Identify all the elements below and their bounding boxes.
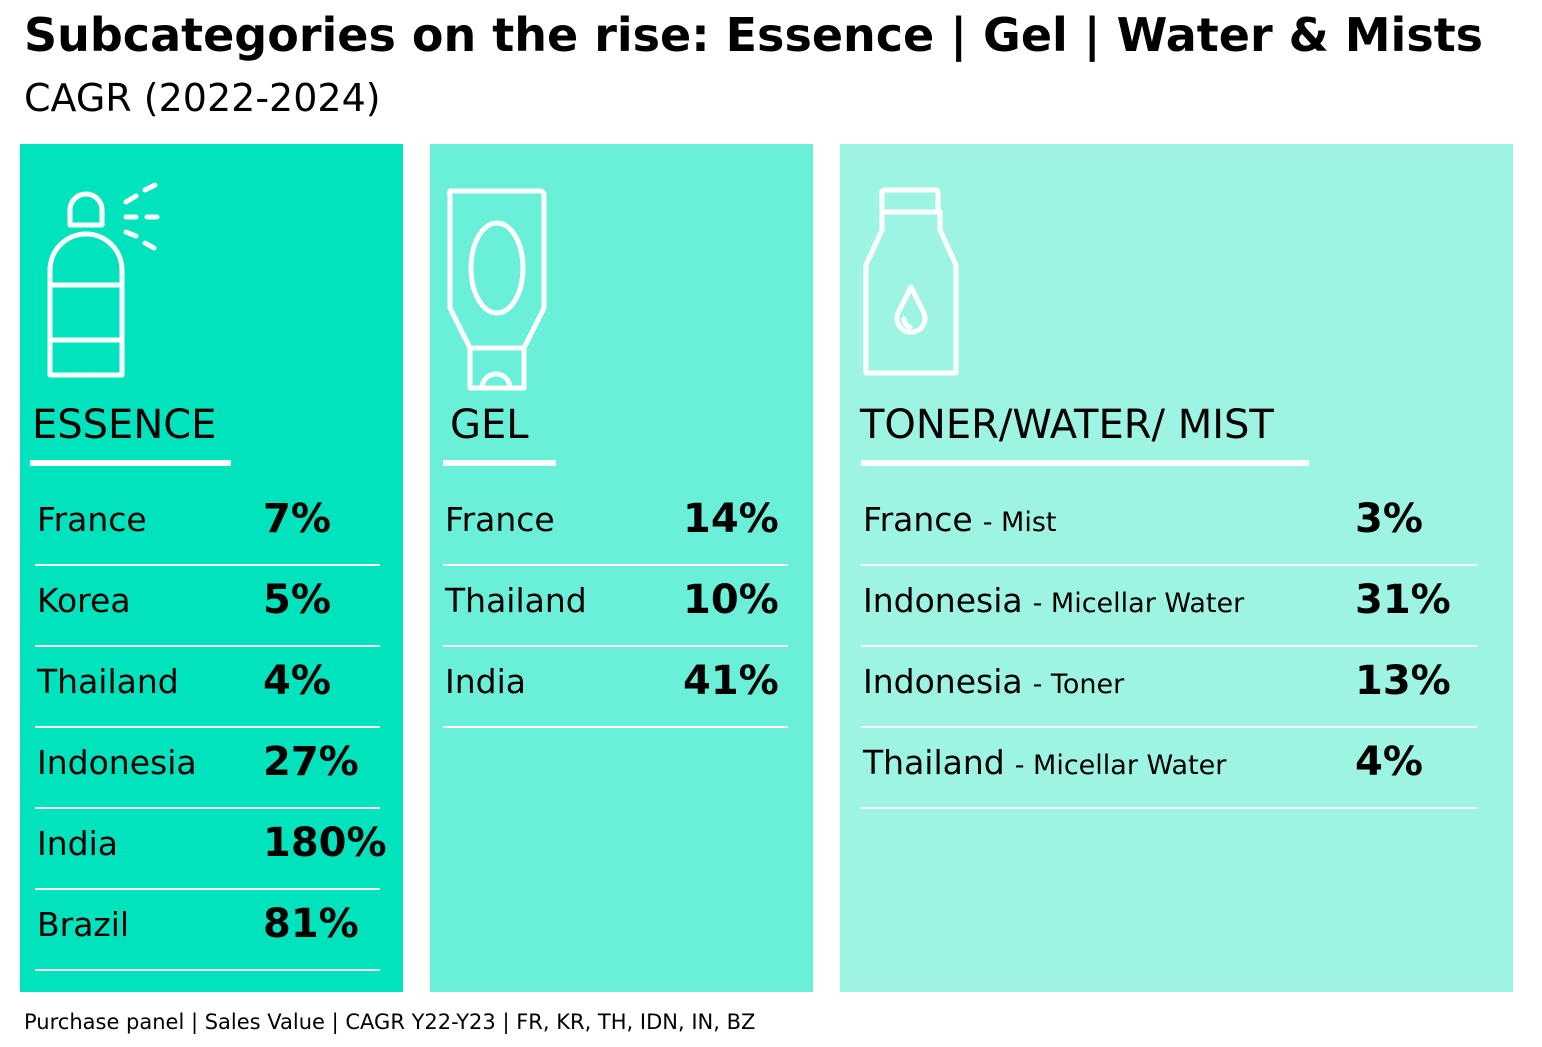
row-label: Brazil	[37, 905, 130, 944]
row-label: India	[37, 824, 118, 863]
row-value: 14%	[683, 496, 779, 542]
panel-heading: ESSENCE	[32, 402, 217, 448]
heading-underline	[30, 460, 231, 466]
panel-heading: TONER/WATER/ MIST	[860, 402, 1274, 448]
title: Subcategories on the rise: Essence | Gel…	[24, 8, 1484, 62]
row-separator	[861, 726, 1477, 728]
row-label: Thailand	[445, 581, 587, 620]
row-label: Thailand	[37, 662, 179, 701]
row-separator	[443, 726, 788, 728]
heading-underline	[861, 460, 1309, 466]
row-label: Korea	[37, 581, 131, 620]
row-separator	[35, 726, 380, 728]
row-subcategory: - Micellar Water	[1014, 750, 1227, 781]
row-label: Thailand	[37, 662, 179, 701]
row-value: 27%	[263, 739, 359, 785]
row-value: 180%	[263, 820, 387, 866]
bottle-icon	[863, 187, 959, 376]
row-label: Thailand - Micellar Water	[863, 743, 1226, 782]
heading-underline	[443, 460, 556, 466]
row-value: 4%	[1355, 739, 1423, 785]
gel-icon	[446, 188, 547, 391]
row-value: 13%	[1355, 658, 1451, 704]
panel	[430, 144, 813, 992]
row-value: 4%	[263, 658, 331, 704]
row-separator	[443, 564, 788, 566]
row-separator	[35, 645, 380, 647]
row-subcategory: - Toner	[1032, 669, 1125, 700]
row-subcategory: - Mist	[982, 507, 1057, 538]
subtitle: CAGR (2022-2024)	[24, 76, 381, 120]
row-separator	[861, 807, 1477, 809]
row-value: 41%	[683, 658, 779, 704]
row-value: 3%	[1355, 496, 1423, 542]
row-label: France	[863, 500, 973, 539]
row-label: France	[37, 500, 147, 539]
panel	[840, 144, 1513, 992]
row-label: India	[37, 824, 118, 863]
row-label: Indonesia	[37, 743, 197, 782]
row-label: India	[445, 662, 526, 701]
row-label: Indonesia	[863, 581, 1023, 620]
row-separator	[861, 564, 1477, 566]
row-value: 31%	[1355, 577, 1451, 623]
row-separator	[35, 807, 380, 809]
row-label: Brazil	[37, 905, 129, 944]
row-label: France	[445, 500, 555, 539]
row-separator	[861, 645, 1477, 647]
row-label: Thailand	[863, 743, 1005, 782]
row-label: Indonesia	[37, 743, 197, 782]
row-label: Korea	[37, 581, 131, 620]
panel-heading: GEL	[450, 402, 529, 448]
row-separator	[35, 969, 380, 971]
row-separator	[35, 564, 380, 566]
row-label: France	[37, 500, 147, 539]
footer-note: Purchase panel | Sales Value | CAGR Y22-…	[24, 1010, 756, 1034]
row-value: 81%	[263, 901, 359, 947]
row-label: France - Mist	[863, 500, 1057, 539]
row-label: India	[445, 662, 526, 701]
row-subcategory: - Micellar Water	[1032, 588, 1245, 619]
row-separator	[443, 645, 788, 647]
row-value: 5%	[263, 577, 331, 623]
row-label: Indonesia - Micellar Water	[863, 581, 1244, 620]
row-label: Indonesia - Toner	[863, 662, 1124, 701]
row-value: 7%	[263, 496, 331, 542]
row-label: Thailand	[445, 581, 587, 620]
row-value: 10%	[683, 577, 779, 623]
spray-icon	[47, 182, 160, 378]
row-label: France	[445, 500, 555, 539]
row-separator	[35, 888, 380, 890]
row-label: Indonesia	[863, 662, 1023, 701]
